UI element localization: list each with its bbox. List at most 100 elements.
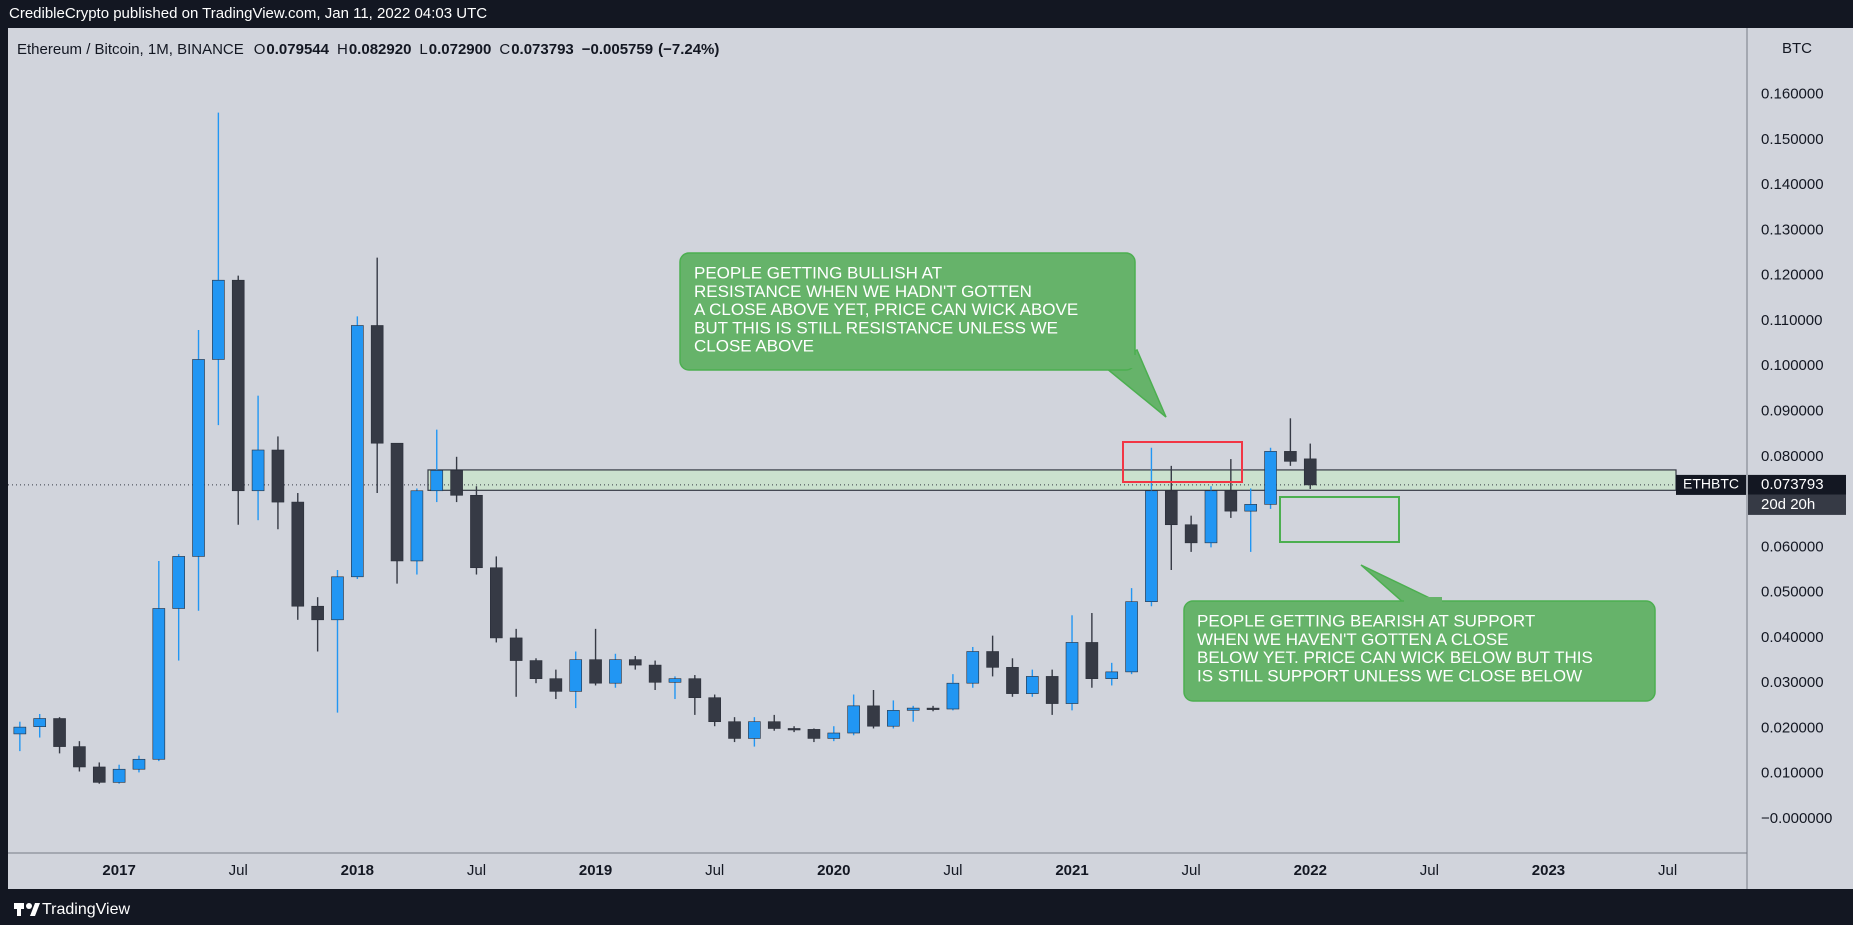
- candle-body: [648, 664, 662, 683]
- countdown-tag: [1748, 494, 1846, 515]
- y-tick-label: 0.130000: [1761, 221, 1824, 238]
- y-tick-label: 0.030000: [1761, 674, 1824, 691]
- candle-body: [807, 729, 821, 739]
- annotation-text: WHEN WE HAVEN'T GOTTEN A CLOSE: [1197, 630, 1509, 649]
- candle-body: [986, 651, 999, 668]
- logo-mark: [17, 903, 21, 916]
- y-tick-label: 0.090000: [1761, 402, 1824, 419]
- candle-body: [92, 766, 106, 783]
- candle-body: [787, 728, 801, 731]
- x-tick-label: Jul: [1420, 862, 1439, 879]
- x-tick-label: Jul: [1182, 862, 1201, 879]
- overlay-layer: CredibleCrypto published on TradingView.…: [0, 5, 1846, 918]
- candle-body: [1184, 524, 1198, 544]
- symbol-label: ETHBTC: [1683, 476, 1739, 492]
- annotation-text: CLOSE ABOVE: [694, 337, 814, 356]
- legend-change-pct: (−7.24%): [658, 41, 719, 58]
- candle-body: [708, 697, 721, 722]
- y-tick-label: 0.140000: [1761, 176, 1824, 193]
- price-tag: [1748, 474, 1846, 495]
- candle-body: [509, 637, 523, 661]
- candle-body: [827, 732, 841, 739]
- candle-body: [926, 707, 940, 710]
- candle-body: [490, 567, 503, 639]
- candle-body: [152, 608, 166, 760]
- y-tick-label: −0.000000: [1761, 810, 1832, 827]
- candle-body: [1164, 490, 1178, 526]
- candle-body: [628, 659, 642, 666]
- candle-body: [1026, 676, 1039, 694]
- y-tick-label: 0.120000: [1761, 267, 1824, 284]
- candle-body: [688, 678, 702, 698]
- candle-body: [231, 279, 245, 492]
- candle-body: [311, 605, 324, 621]
- annotation-text: BELOW YET. PRICE CAN WICK BELOW BUT THIS: [1197, 648, 1593, 667]
- candle-body: [748, 721, 761, 739]
- candle-body: [1006, 667, 1019, 694]
- legend-key: H: [337, 41, 348, 58]
- callout-box: [679, 252, 1136, 371]
- candle-body: [1303, 458, 1317, 486]
- candle-body: [887, 710, 900, 727]
- callout-joint: [1108, 355, 1138, 368]
- candle-body: [589, 659, 602, 684]
- candle-body: [172, 556, 185, 609]
- y-tick-label: 0.100000: [1761, 357, 1824, 374]
- y-tick-label: 0.080000: [1761, 448, 1824, 465]
- candle-body: [331, 576, 344, 621]
- candle-body: [1224, 490, 1238, 512]
- logo-mark: [26, 903, 32, 909]
- candle-body: [1145, 490, 1158, 602]
- candle-body: [291, 501, 305, 607]
- candle-body: [1264, 451, 1277, 505]
- support-box: [1279, 496, 1400, 543]
- candle-body: [132, 758, 146, 770]
- candle-body: [609, 659, 622, 684]
- y-tick-label: 0.020000: [1761, 719, 1824, 736]
- annotation-text: PEOPLE GETTING BEARISH AT SUPPORT: [1197, 611, 1535, 630]
- candle-body: [1244, 504, 1257, 512]
- candle-body: [13, 726, 27, 735]
- legend-key: L: [419, 41, 427, 58]
- candle-body: [33, 718, 47, 727]
- y-tick-label: 0.160000: [1761, 86, 1824, 103]
- legend: Ethereum / Bitcoin, 1M, BINANCE O0.079544…: [17, 41, 719, 58]
- candle-body: [906, 707, 920, 711]
- candle-body: [192, 359, 205, 557]
- candle-body: [390, 442, 404, 562]
- candle-body: [112, 768, 126, 783]
- legend-name: Ethereum / Bitcoin, 1M, BINANCE: [17, 41, 244, 58]
- logo-mark: [30, 903, 40, 916]
- logo: [14, 903, 40, 916]
- annotation-text: RESISTANCE WHEN WE HADN'T GOTTEN: [694, 282, 1032, 301]
- candle-body: [351, 325, 364, 578]
- annotation-text: IS STILL SUPPORT UNLESS WE CLOSE BELOW: [1197, 666, 1582, 685]
- candle-body: [668, 678, 682, 683]
- candle-body: [529, 660, 543, 679]
- footer-brand: TradingView: [42, 901, 130, 918]
- candle-body: [847, 705, 860, 734]
- candle-body: [370, 325, 384, 444]
- y-unit: BTC: [1782, 40, 1812, 57]
- x-tick-label: 2018: [341, 862, 374, 879]
- legend-change: −0.005759: [582, 41, 653, 58]
- candle-body: [1204, 490, 1218, 544]
- candle-body: [251, 449, 265, 492]
- callout-joint: [1404, 597, 1442, 603]
- x-tick-label: 2017: [102, 862, 135, 879]
- y-tick-label: 0.040000: [1761, 629, 1824, 646]
- y-tick-label: 0.010000: [1761, 765, 1824, 782]
- candle-body: [1045, 676, 1059, 704]
- candle-body: [867, 705, 880, 727]
- candle-body: [271, 449, 285, 503]
- candle-body: [212, 279, 225, 360]
- candle-body: [53, 718, 66, 747]
- candle-body: [470, 494, 483, 569]
- candle-body: [430, 470, 444, 492]
- x-tick-label: 2020: [817, 862, 850, 879]
- x-tick-label: 2019: [579, 862, 612, 879]
- y-tick-label: 0.060000: [1761, 538, 1824, 555]
